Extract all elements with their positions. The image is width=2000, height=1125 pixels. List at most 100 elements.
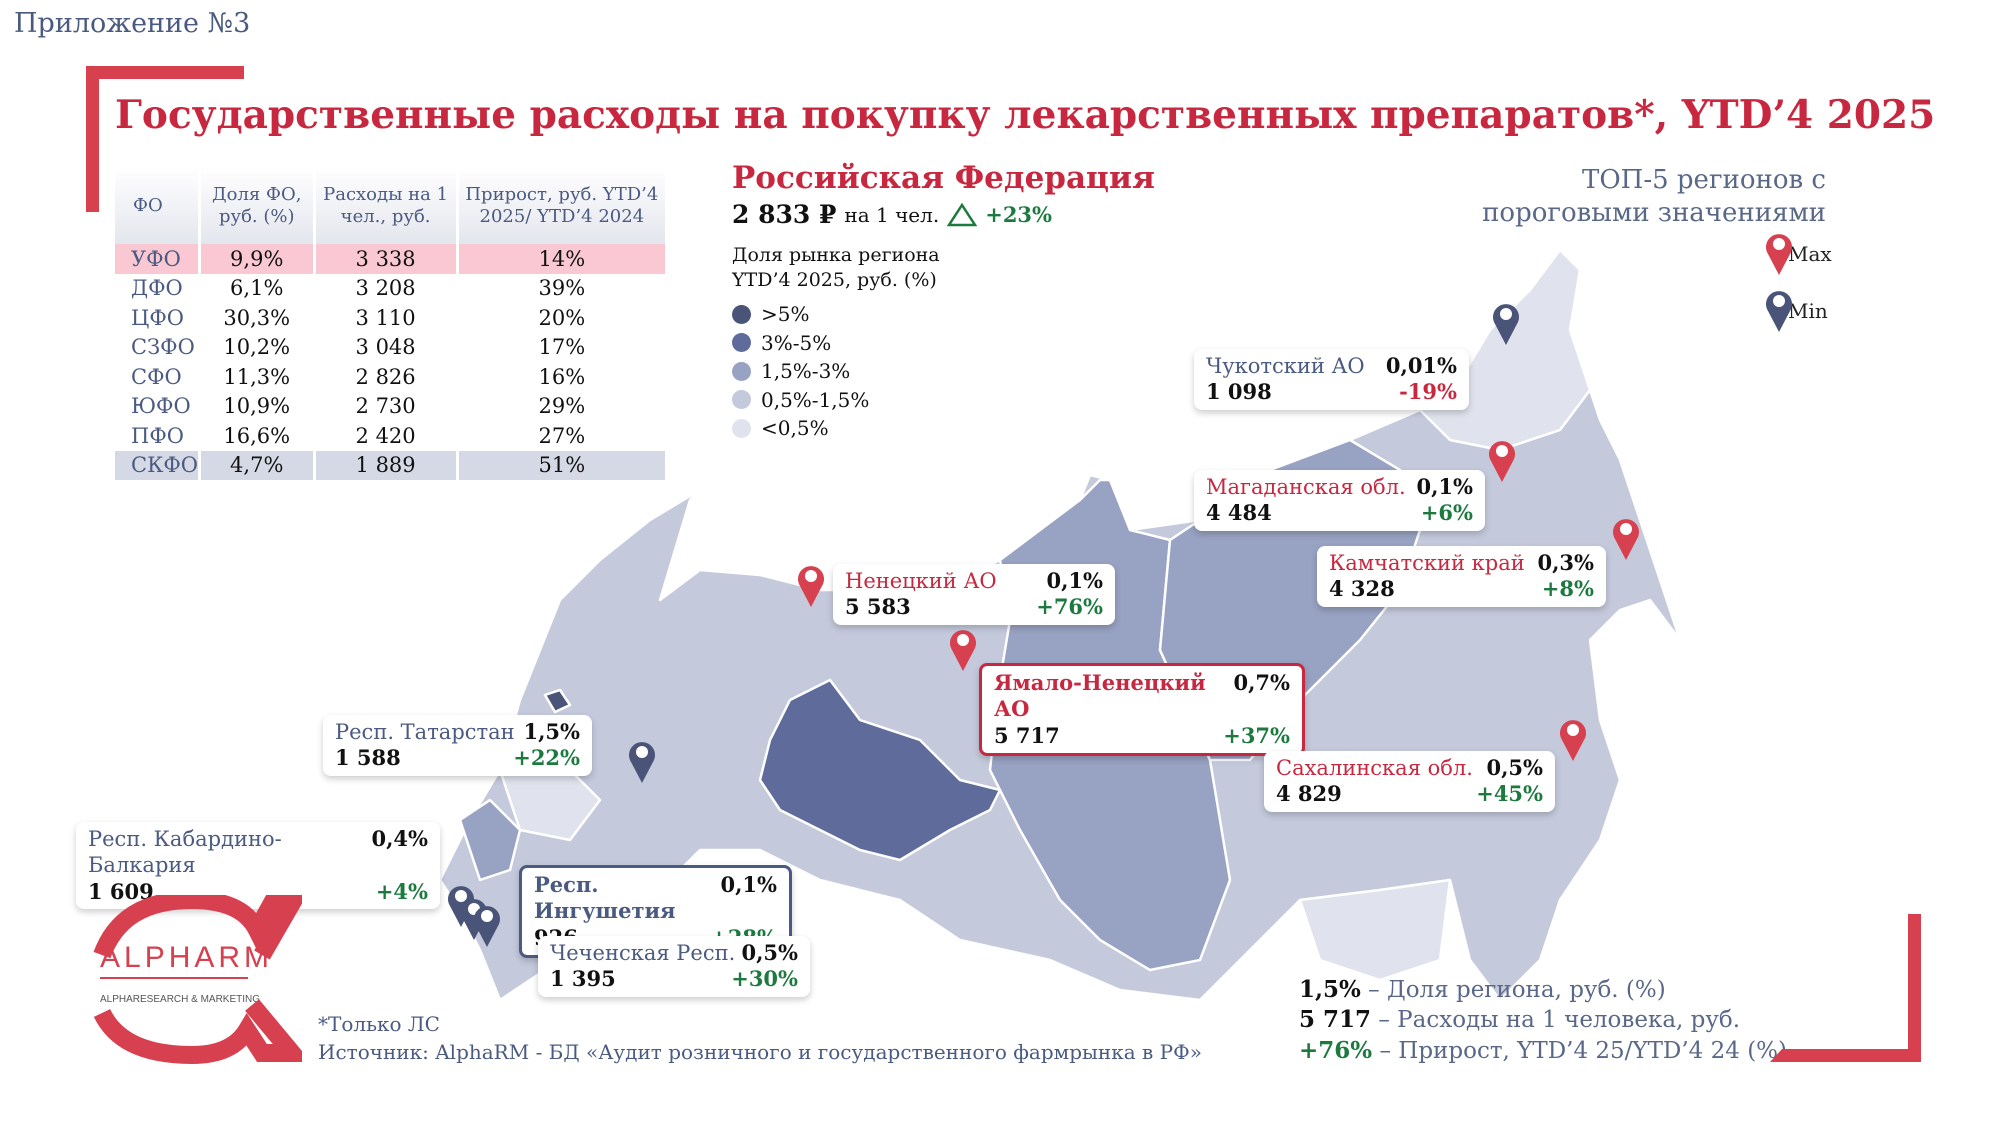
table-cell: СЗФО [115, 332, 201, 362]
appendix-label: Приложение №3 [14, 8, 251, 39]
region-name: Респ. Татарстан [335, 720, 515, 744]
region-callout: Респ. Татарстан 1,5% 1 588 +22% [323, 715, 592, 776]
source-note: Источник: AlphaRM - БД «Аудит розничного… [318, 1040, 1202, 1064]
rf-unit: на 1 чел. [844, 202, 940, 227]
region-growth: +22% [513, 745, 580, 771]
table-row: ДФО 6,1% 3 208 39% [115, 273, 669, 303]
map-pin-min-icon [627, 738, 657, 784]
corner-decoration [1908, 914, 1921, 1062]
table-cell: ПФО [115, 421, 201, 451]
region-share: 0,5% [1486, 755, 1544, 780]
region-spend: 4 829 [1276, 781, 1342, 807]
region-spend: 4 328 [1329, 576, 1395, 602]
table-cell: 4,7% [199, 450, 316, 480]
region-growth: +6% [1420, 500, 1473, 526]
map-region-moscow [543, 688, 572, 714]
table-cell: 17% [457, 332, 669, 362]
top5-title: ТОП-5 регионов с пороговыми значениями [1482, 164, 1826, 229]
map-pin-max-icon [1558, 716, 1588, 762]
legend-swatch [732, 304, 751, 324]
region-name: Ненецкий АО [845, 569, 997, 593]
col-header-growth: Прирост, руб. YTD’4 2025/ YTD’4 2024 [457, 167, 669, 244]
region-callout: Респ. Кабардино-Балкария 0,4% 1 609 +4% [76, 822, 440, 909]
triangle-up-icon [947, 202, 978, 226]
table-cell: 2 730 [314, 391, 459, 421]
region-growth: +76% [1036, 594, 1103, 620]
page-title: Государственные расходы на покупку лекар… [115, 92, 1936, 138]
corner-decoration [86, 66, 99, 212]
region-name: Чеченская Респ. [550, 941, 736, 965]
legend-label: 0,5%-1,5% [761, 387, 870, 412]
table-row: ЮФО 10,9% 2 730 29% [115, 391, 669, 421]
region-name: Камчатский край [1329, 551, 1525, 575]
region-callout: Магаданская обл. 0,1% 4 484 +6% [1194, 470, 1485, 531]
map-pin-max-icon [796, 562, 826, 608]
legend-swatch [732, 333, 751, 353]
table-cell: УФО [115, 244, 201, 274]
region-callout: Чукотский АО 0,01% 1 098 -19% [1194, 349, 1469, 410]
region-name: Ямало-Ненецкий АО [994, 670, 1206, 722]
legend-swatch [732, 361, 751, 381]
corner-decoration [1770, 1049, 1921, 1062]
legend-label: >5% [761, 302, 810, 327]
key-text: – Расходы на 1 человека, руб. [1371, 1007, 1741, 1034]
map-region-far-south [1298, 878, 1452, 982]
logo-tagline: ALPHARESEARCH & MARKETING [100, 994, 260, 1005]
legend-swatch [732, 418, 751, 438]
rf-heading: Российская Федерация [732, 160, 1155, 196]
region-growth: +37% [1223, 722, 1290, 748]
region-callout: Ямало-Ненецкий АО 0,7% 5 717 +37% [979, 663, 1305, 756]
map-pin-max-icon [1764, 230, 1794, 276]
table-cell: 10,2% [199, 332, 316, 362]
region-share: 0,01% [1385, 353, 1457, 378]
rf-growth: +23% [985, 202, 1052, 227]
col-header-share: Доля ФО, руб. (%) [199, 167, 316, 244]
col-header-fo: ФО [115, 167, 201, 244]
region-callout: Ненецкий АО 0,1% 5 583 +76% [833, 564, 1115, 625]
table-cell: 3 208 [314, 273, 459, 303]
table-cell: 16% [457, 362, 669, 392]
key-text: – Доля региона, руб. (%) [1360, 977, 1666, 1003]
map-region-khmao [758, 678, 1002, 862]
table-row: СФО 11,3% 2 826 16% [115, 362, 669, 392]
region-name: Респ. Кабардино-Балкария [88, 827, 282, 878]
table-row: ПФО 16,6% 2 420 27% [115, 421, 669, 451]
legend-min-label: Min [1788, 299, 1828, 323]
region-growth: +45% [1476, 781, 1543, 807]
map-pin-min-icon [1764, 287, 1794, 333]
region-callout: Камчатский край 0,3% 4 328 +8% [1317, 546, 1606, 607]
region-spend: 1 395 [550, 966, 616, 992]
table-cell: СФО [115, 362, 201, 392]
legend-title-line: YTD’4 2025, руб. (%) [732, 268, 937, 291]
corner-decoration [86, 66, 244, 79]
region-spend: 4 484 [1206, 500, 1272, 526]
table-cell: 2 420 [314, 421, 459, 451]
legend-item: <0,5% [732, 414, 869, 443]
region-name: Сахалинская обл. [1276, 756, 1473, 780]
key-value: 5 717 [1299, 1006, 1372, 1034]
region-share: 0,1% [1046, 568, 1104, 593]
value-key: 1,5% – Доля региона, руб. (%) 5 717 – Рас… [1299, 975, 1787, 1066]
region-growth: +4% [375, 878, 428, 904]
legend-title: Доля рынка региона YTD’4 2025, руб. (%) [732, 243, 940, 292]
table-cell: ЦФО [115, 303, 201, 333]
table-cell: 29% [457, 391, 669, 421]
map-pin-min-icon [446, 882, 476, 928]
footnotes: *Только ЛС Источник: AlphaRM - БД «Аудит… [318, 1010, 1202, 1066]
region-name: Магаданская обл. [1206, 475, 1406, 499]
legend-swatch [732, 390, 751, 410]
table-cell: 51% [457, 450, 669, 480]
table-cell: 6,1% [199, 273, 316, 303]
legend-label: 1,5%-3% [761, 359, 851, 384]
key-value: 1,5% [1299, 976, 1361, 1003]
map-pin-max-icon [948, 626, 978, 672]
legend-title-line: Доля рынка региона [732, 244, 940, 266]
legend-item: 1,5%-3% [732, 357, 869, 386]
map-region-south [458, 798, 522, 882]
map-pin-min-icon [472, 902, 502, 948]
logo-text: ALPHARM [100, 941, 273, 974]
region-spend: 5 583 [845, 594, 911, 620]
region-share: 1,5% [523, 719, 581, 744]
table-cell: 39% [457, 273, 669, 303]
